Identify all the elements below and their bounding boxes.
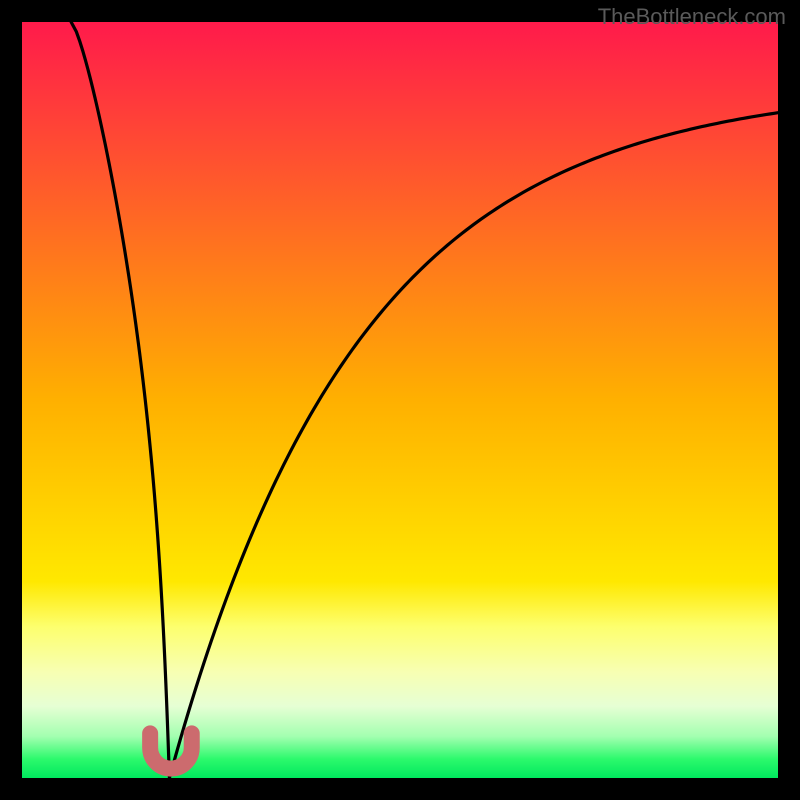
watermark-text: TheBottleneck.com — [598, 4, 786, 30]
frame-right — [778, 0, 800, 800]
chart-frame: TheBottleneck.com — [0, 0, 800, 800]
frame-bottom — [0, 778, 800, 800]
bottleneck-plot — [0, 0, 800, 800]
frame-left — [0, 0, 22, 800]
